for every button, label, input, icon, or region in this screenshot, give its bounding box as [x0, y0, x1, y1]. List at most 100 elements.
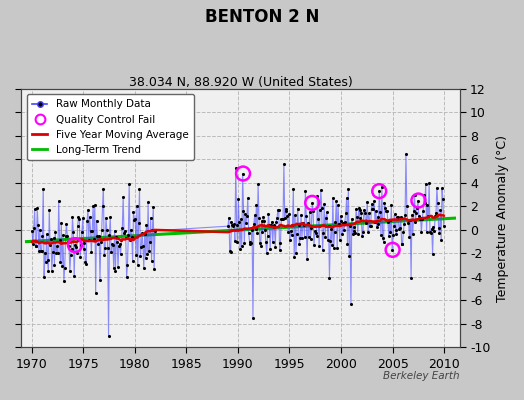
Point [269, 222, 278, 228]
Point [405, 233, 413, 240]
Point [36, 226, 44, 233]
Point [391, 227, 400, 233]
Point [422, 228, 431, 235]
Point [60, 278, 68, 284]
Point [371, 218, 379, 225]
Point [56, 237, 64, 244]
Point [135, 220, 143, 226]
Point [346, 223, 354, 229]
Point [50, 262, 59, 268]
Point [367, 201, 376, 208]
Point [350, 228, 358, 234]
Point [38, 233, 47, 239]
Point [39, 186, 48, 192]
Point [369, 206, 377, 212]
Point [73, 223, 82, 229]
Point [285, 211, 293, 218]
Point [74, 214, 83, 220]
Point [136, 253, 145, 260]
Point [240, 240, 248, 246]
Point [256, 243, 265, 249]
Point [40, 274, 48, 280]
Text: Berkeley Earth: Berkeley Earth [383, 370, 460, 380]
Point [263, 250, 271, 256]
Point [403, 220, 412, 226]
Point [41, 259, 50, 266]
Point [332, 197, 341, 204]
Point [122, 235, 130, 241]
Point [382, 208, 390, 214]
Point [101, 245, 110, 251]
Point [123, 262, 132, 268]
Point [414, 197, 422, 204]
Point [307, 224, 315, 231]
Point [319, 247, 327, 253]
Point [350, 224, 358, 230]
Point [398, 240, 407, 247]
Point [56, 259, 64, 266]
Point [276, 247, 284, 253]
Point [302, 212, 310, 219]
Point [330, 245, 338, 251]
Point [67, 252, 75, 258]
Point [53, 250, 62, 256]
Point [117, 237, 126, 243]
Point [298, 235, 306, 242]
Point [428, 226, 436, 232]
Point [41, 250, 49, 256]
Point [253, 230, 261, 236]
Point [32, 243, 40, 250]
Point [380, 199, 389, 206]
Point [338, 231, 346, 237]
Point [361, 210, 369, 216]
Point [333, 245, 341, 251]
Point [227, 218, 236, 225]
Point [264, 211, 272, 217]
Point [143, 251, 151, 258]
Point [301, 188, 310, 194]
Point [299, 220, 307, 226]
Point [417, 215, 425, 221]
Point [85, 214, 94, 220]
Point [233, 238, 242, 245]
Point [89, 202, 97, 209]
Point [354, 231, 362, 238]
Point [340, 227, 348, 233]
Point [231, 238, 239, 244]
Point [84, 237, 93, 243]
Point [343, 241, 352, 247]
Point [280, 215, 289, 221]
Point [297, 212, 305, 218]
Point [324, 222, 333, 229]
Point [279, 216, 287, 222]
Point [95, 233, 103, 239]
Point [252, 202, 260, 208]
Point [65, 243, 73, 249]
Point [411, 218, 420, 225]
Point [48, 267, 56, 274]
Point [326, 238, 334, 245]
Point [419, 208, 427, 214]
Point [294, 222, 303, 228]
Point [232, 164, 240, 171]
Point [304, 220, 312, 226]
Point [81, 259, 90, 265]
Point [284, 229, 292, 236]
Point [77, 242, 85, 248]
Point [273, 215, 281, 222]
Point [385, 233, 393, 239]
Point [291, 212, 299, 218]
Point [351, 230, 359, 236]
Point [90, 236, 98, 242]
Point [397, 214, 405, 220]
Point [396, 225, 404, 232]
Point [359, 207, 368, 214]
Point [381, 205, 389, 212]
Point [312, 233, 321, 239]
Point [119, 193, 127, 200]
Point [258, 229, 267, 235]
Point [29, 225, 38, 231]
Point [111, 228, 119, 234]
Point [100, 251, 108, 258]
Point [341, 219, 349, 225]
